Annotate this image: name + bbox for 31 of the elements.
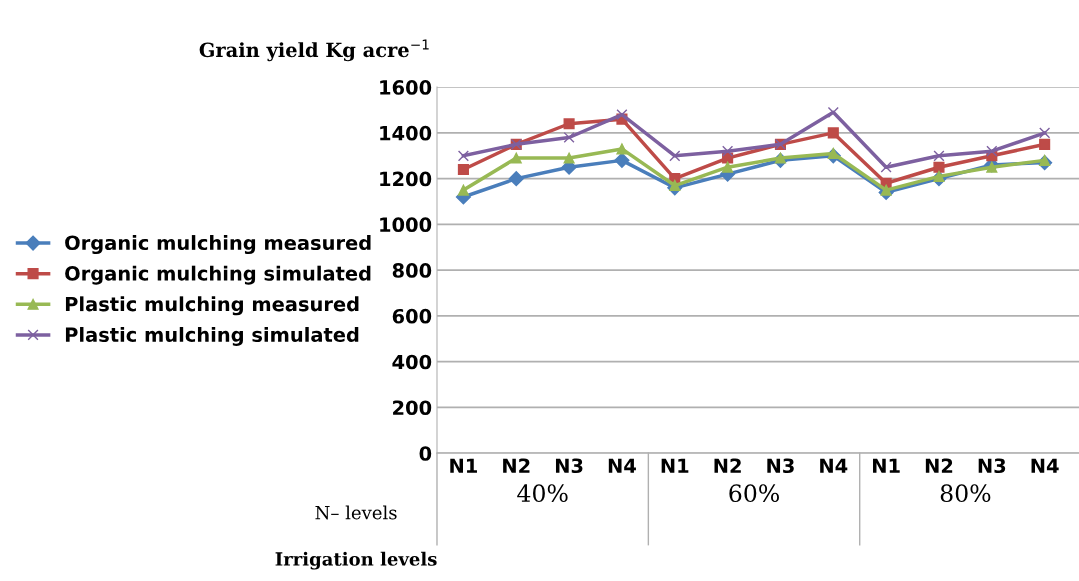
x-tick-label: N3 [767,458,794,474]
y-tick-label: 1200 [380,171,432,187]
x-tick-label: N1 [450,458,477,473]
x-tick-label: N4 [1031,458,1059,473]
x-axis-title: Irrigation levels [275,551,437,570]
x-tick-label: N4 [820,458,848,473]
x-tick-label: N4 [608,458,636,473]
y-tick-label: 0 [419,446,432,461]
legend-label: Organic mulching simulated [65,265,371,285]
x-tick-label: N3 [978,458,1006,474]
y-tick-label: 1600 [380,80,432,95]
x-tick-label: N2 [503,458,530,473]
x-tick-label: N3 [555,458,583,474]
x-tick-label: N2 [714,458,741,473]
text: N– levels [315,505,397,520]
x-tick-label: N1 [661,458,689,473]
legend-label: Organic mulching measured [65,235,371,255]
y-axis-title: Grain yield Kg acre$^{−1}$ [199,39,429,62]
y-tick-label: 1400 [380,125,432,141]
x-tick-label: N2 [925,458,953,473]
y-tick-label: 600 [392,308,432,324]
legend-label: Plastic mulching measured [65,296,359,316]
legend-label: Plastic mulching simulated [65,326,359,346]
y-tick-label: 800 [392,263,432,278]
y-tick-label: 200 [393,400,432,416]
y-tick-label: 1000 [380,217,432,233]
text: 60% [729,484,779,503]
text: 40% [517,484,568,503]
y-tick-label: 400 [392,354,432,370]
x-tick-label: N1 [873,458,900,473]
text: 80% [940,484,991,503]
